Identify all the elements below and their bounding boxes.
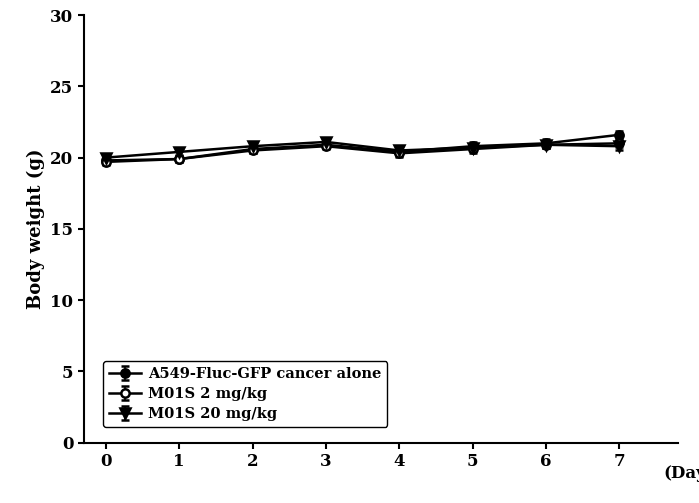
Y-axis label: Body weight (g): Body weight (g) bbox=[27, 148, 45, 309]
Legend: A549-Fluc-GFP cancer alone, M01S 2 mg/kg, M01S 20 mg/kg: A549-Fluc-GFP cancer alone, M01S 2 mg/kg… bbox=[103, 362, 387, 427]
Text: (Day): (Day) bbox=[663, 465, 699, 482]
